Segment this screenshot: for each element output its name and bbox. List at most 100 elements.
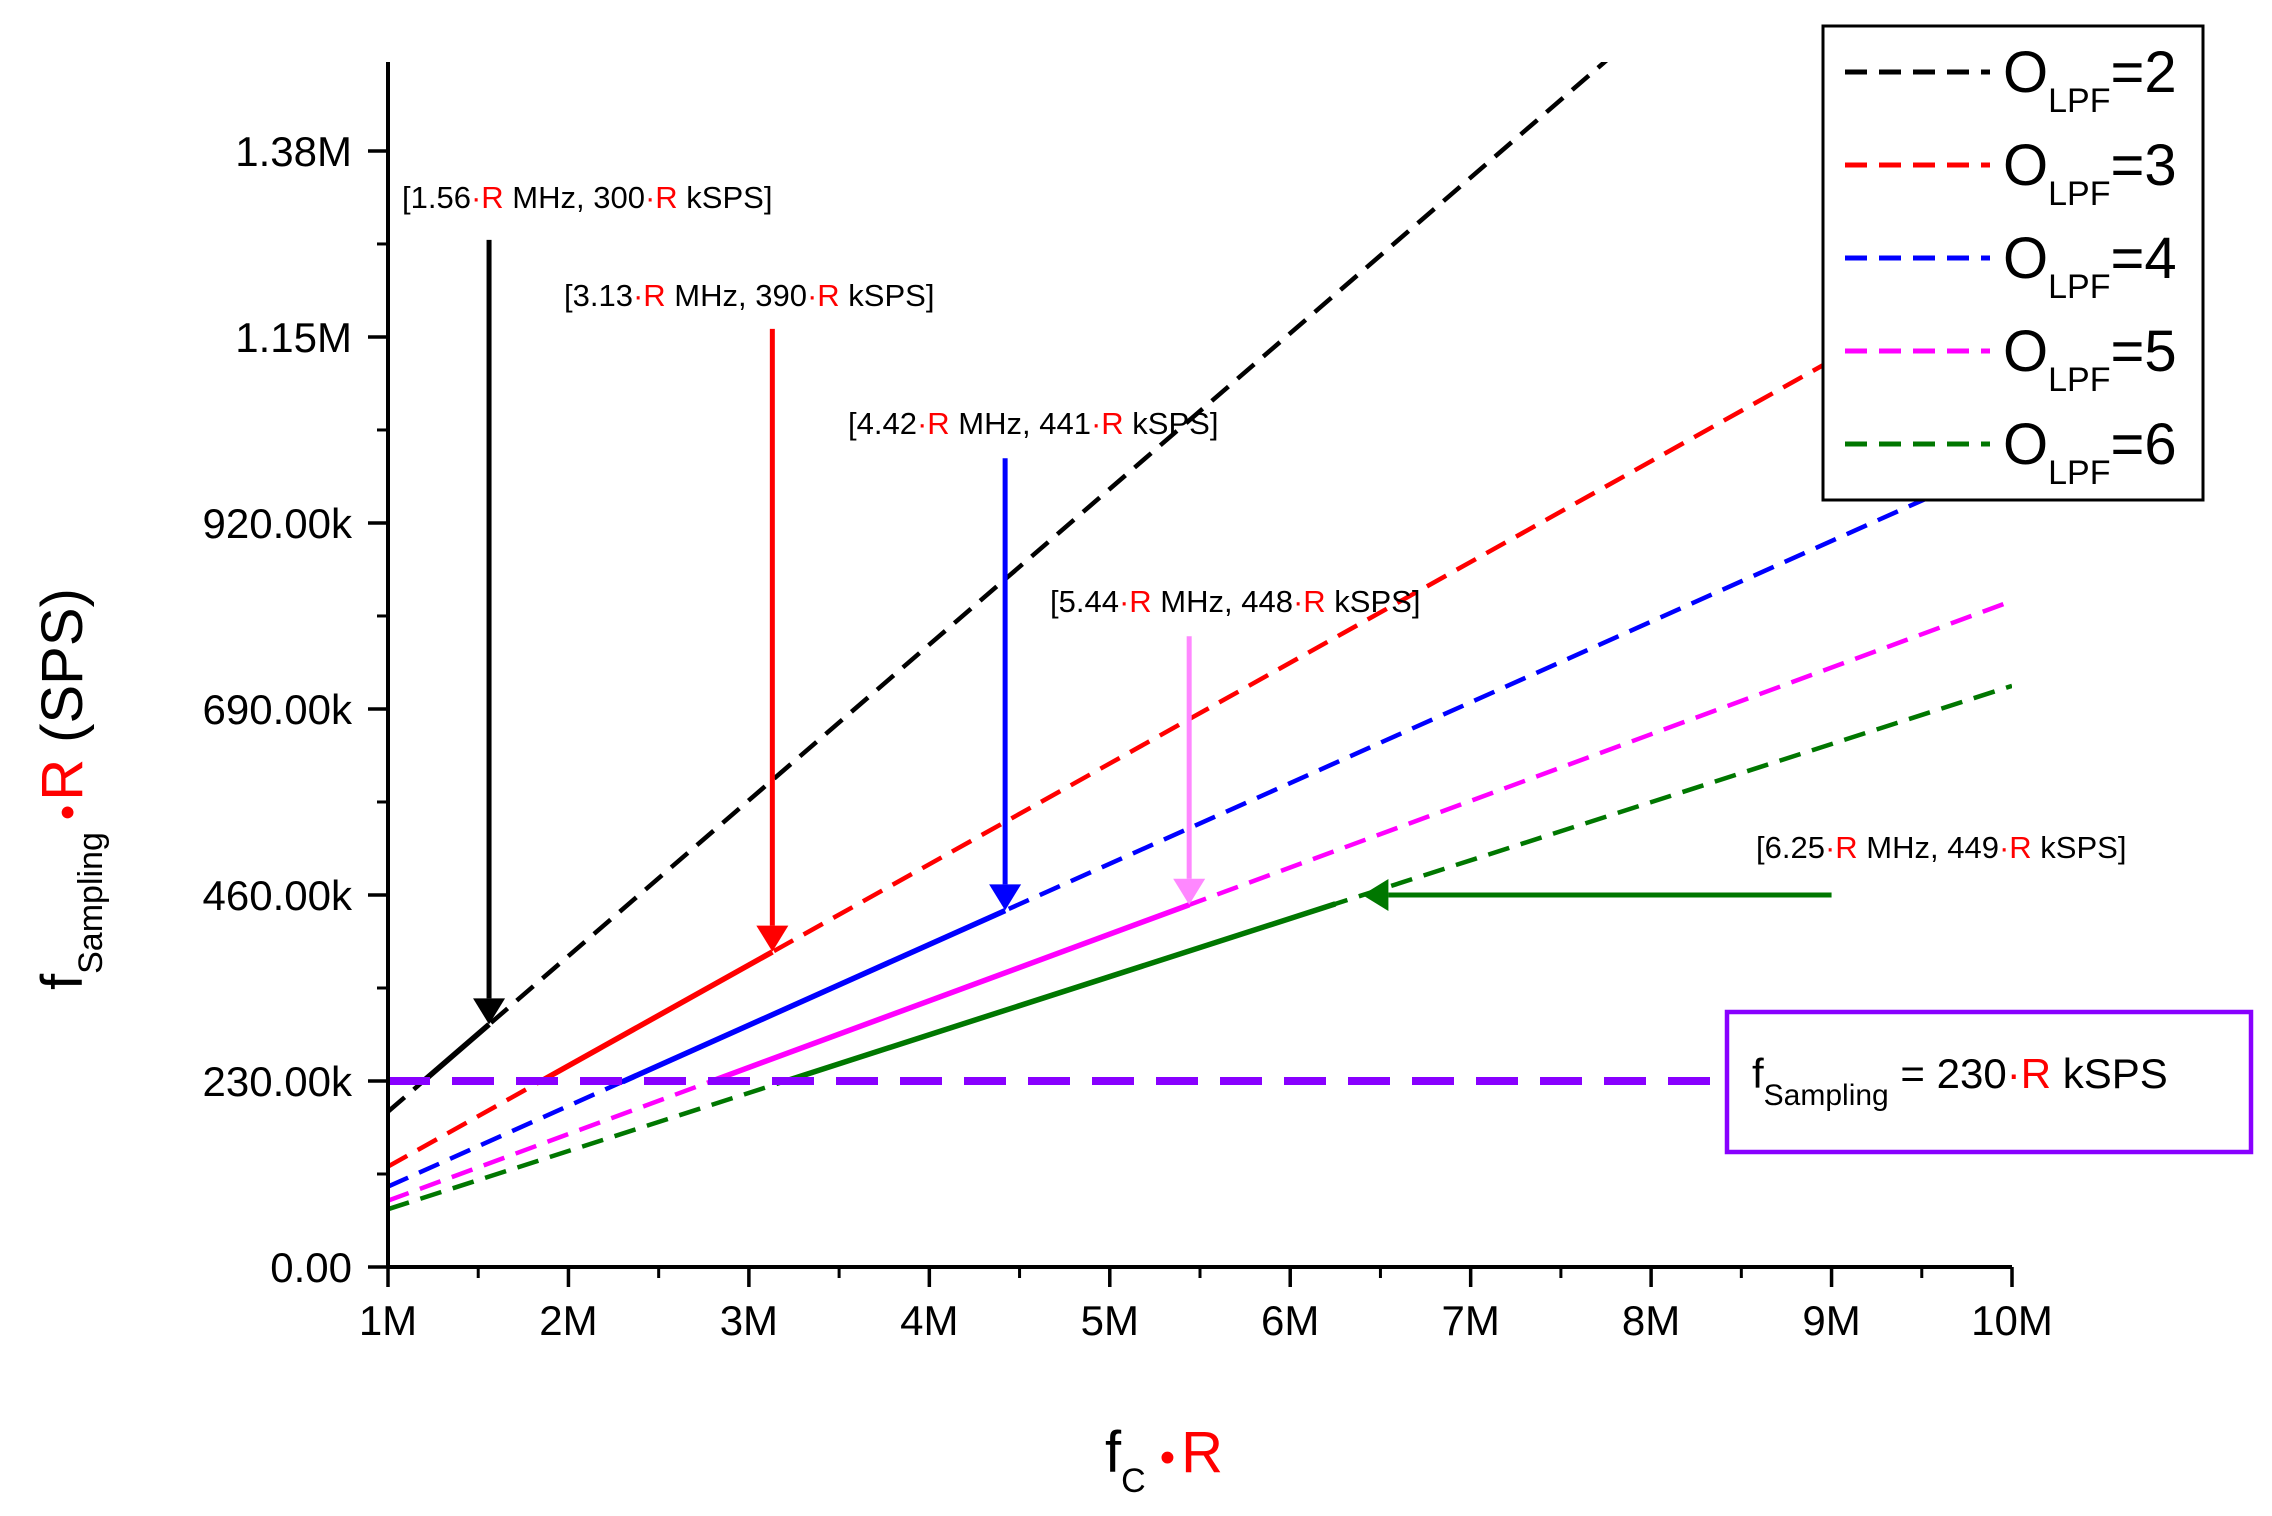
- x-tick-label: 2M: [539, 1297, 597, 1344]
- series-2: [388, 62, 1609, 1114]
- y-axis-title-factor: R: [30, 759, 95, 801]
- annotation-label-a1: [1.56·R MHz, 300·R kSPS]: [402, 180, 772, 215]
- y-axis-title-group: fSampling • R (SPS): [30, 588, 110, 990]
- legend-label-sub: LPF: [2048, 454, 2110, 492]
- threshold-box-frame: [1724, 1009, 2254, 1155]
- y-tick-label: 1.38M: [235, 128, 352, 175]
- annotation-dot: ·: [633, 278, 643, 313]
- annotation-part: kSPS]: [2032, 830, 2127, 865]
- threshold-label-rest-a: = 230: [1889, 1050, 2007, 1097]
- x-axis-title: fC • R: [1105, 1420, 1223, 1500]
- annotation-part: MHz, 390: [666, 278, 807, 313]
- threshold-label: fSampling = 230·R kSPS: [1752, 1050, 2168, 1112]
- annotation-dot: ·: [807, 278, 817, 313]
- legend-label-sub: LPF: [2048, 175, 2110, 213]
- annotation-label-a4: [5.44·R MHz, 448·R kSPS]: [1050, 584, 1420, 619]
- x-tick-label: 3M: [720, 1297, 778, 1344]
- x-tick-label: 7M: [1441, 1297, 1499, 1344]
- annotation-part: kSPS]: [1326, 584, 1421, 619]
- series-dashed-line: [388, 62, 1609, 1114]
- legend-label: OLPF=3: [2003, 133, 2177, 213]
- annotation-part: MHz, 449: [1858, 830, 1999, 865]
- annotation-dot: ·: [645, 180, 655, 215]
- series-solid-segment: [710, 902, 1191, 1084]
- x-tick-label: 5M: [1081, 1297, 1139, 1344]
- series-3: [388, 257, 2012, 1169]
- series-solid-segment: [621, 908, 1007, 1085]
- annotation-arrow-head: [473, 998, 506, 1025]
- annotation-factor: R: [1101, 406, 1123, 441]
- y-axis-title-sub: Sampling: [72, 832, 110, 974]
- series-solid-segment: [540, 949, 774, 1084]
- annotation-label-a5: [6.25·R MHz, 449·R kSPS]: [1756, 830, 2126, 865]
- series-solid-segment: [422, 1022, 491, 1083]
- annotation-factor: R: [1129, 584, 1151, 619]
- annotation-factor: R: [927, 406, 949, 441]
- legend-item-6: OLPF=6: [1845, 412, 2177, 492]
- annotation-part: kSPS]: [1124, 406, 1219, 441]
- annotation-dot: ·: [1825, 830, 1835, 865]
- x-tick-label: 1M: [359, 1297, 417, 1344]
- annotation-arrow-head: [1362, 878, 1389, 911]
- annotation-label-a2: [3.13·R MHz, 390·R kSPS]: [564, 278, 934, 313]
- annotation-part: kSPS]: [840, 278, 935, 313]
- annotation-factor: R: [481, 180, 503, 215]
- legend-label-main: O: [2003, 226, 2048, 291]
- x-tick-label: 4M: [900, 1297, 958, 1344]
- x-tick-label: 10M: [1971, 1297, 2053, 1344]
- y-axis-title-main: f: [30, 973, 95, 990]
- annotation-part: [6.25: [1756, 830, 1825, 865]
- annotation-factor: R: [643, 278, 665, 313]
- y-tick-label: 920.00k: [203, 500, 353, 547]
- y-tick-label: 690.00k: [203, 686, 353, 733]
- annotation-dot: ·: [471, 180, 481, 215]
- series-dashed-line: [388, 598, 2012, 1203]
- x-tick-label: 9M: [1802, 1297, 1860, 1344]
- annotation-part: kSPS]: [678, 180, 773, 215]
- annotation-part: [1.56: [402, 180, 471, 215]
- x-axis-title-sub: C: [1121, 1462, 1146, 1500]
- legend-label: OLPF=2: [2003, 40, 2177, 120]
- annotation-dot: ·: [1293, 584, 1303, 619]
- legend-label-main: O: [2003, 40, 2048, 105]
- plot-area: [388, 62, 2012, 1212]
- legend-label-main: O: [2003, 319, 2048, 384]
- annotation-dot: ·: [1091, 406, 1101, 441]
- y-tick-label: 0.00: [270, 1244, 352, 1291]
- annotation-a5: [1362, 878, 1832, 911]
- threshold-label-main: f: [1752, 1050, 1764, 1097]
- annotation-a4: [1173, 636, 1206, 905]
- annotation-part: MHz, 300: [504, 180, 645, 215]
- legend-label-sub: LPF: [2048, 82, 2110, 120]
- legend-label-main: O: [2003, 133, 2048, 198]
- series-5: [388, 598, 2012, 1203]
- threshold-label-box: fSampling = 230·R kSPS: [1724, 1009, 2254, 1155]
- legend-label: OLPF=5: [2003, 319, 2177, 399]
- legend-item-4: OLPF=4: [1845, 226, 2177, 306]
- y-tick-label: 230.00k: [203, 1058, 353, 1105]
- annotation-factor: R: [655, 180, 677, 215]
- y-tick-label: 460.00k: [203, 872, 353, 919]
- series-dashed-line: [388, 458, 2012, 1189]
- annotation-dot: ·: [1999, 830, 2009, 865]
- legend-label-value: =4: [2110, 226, 2176, 291]
- legend-label-value: =5: [2110, 319, 2176, 384]
- annotation-label-a3: [4.42·R MHz, 441·R kSPS]: [848, 406, 1218, 441]
- annotation-part: [4.42: [848, 406, 917, 441]
- annotation-factor: R: [2009, 830, 2031, 865]
- y-axis-title: fSampling • R (SPS): [30, 588, 110, 990]
- legend-label-value: =2: [2110, 40, 2176, 105]
- legend-label: OLPF=4: [2003, 226, 2177, 306]
- annotation-dot: ·: [917, 406, 927, 441]
- annotation-arrow-head: [756, 925, 789, 952]
- annotation-part: [3.13: [564, 278, 633, 313]
- threshold-label-rest-b: kSPS: [2051, 1050, 2168, 1097]
- series-solid-segment: [784, 901, 1337, 1084]
- annotation-arrow-head: [1173, 878, 1206, 905]
- legend-label-value: =6: [2110, 412, 2176, 477]
- annotation-arrow-head: [989, 884, 1022, 911]
- legend-label-main: O: [2003, 412, 2048, 477]
- legend-item-3: OLPF=3: [1845, 133, 2177, 213]
- legend-frame: [1821, 24, 2205, 502]
